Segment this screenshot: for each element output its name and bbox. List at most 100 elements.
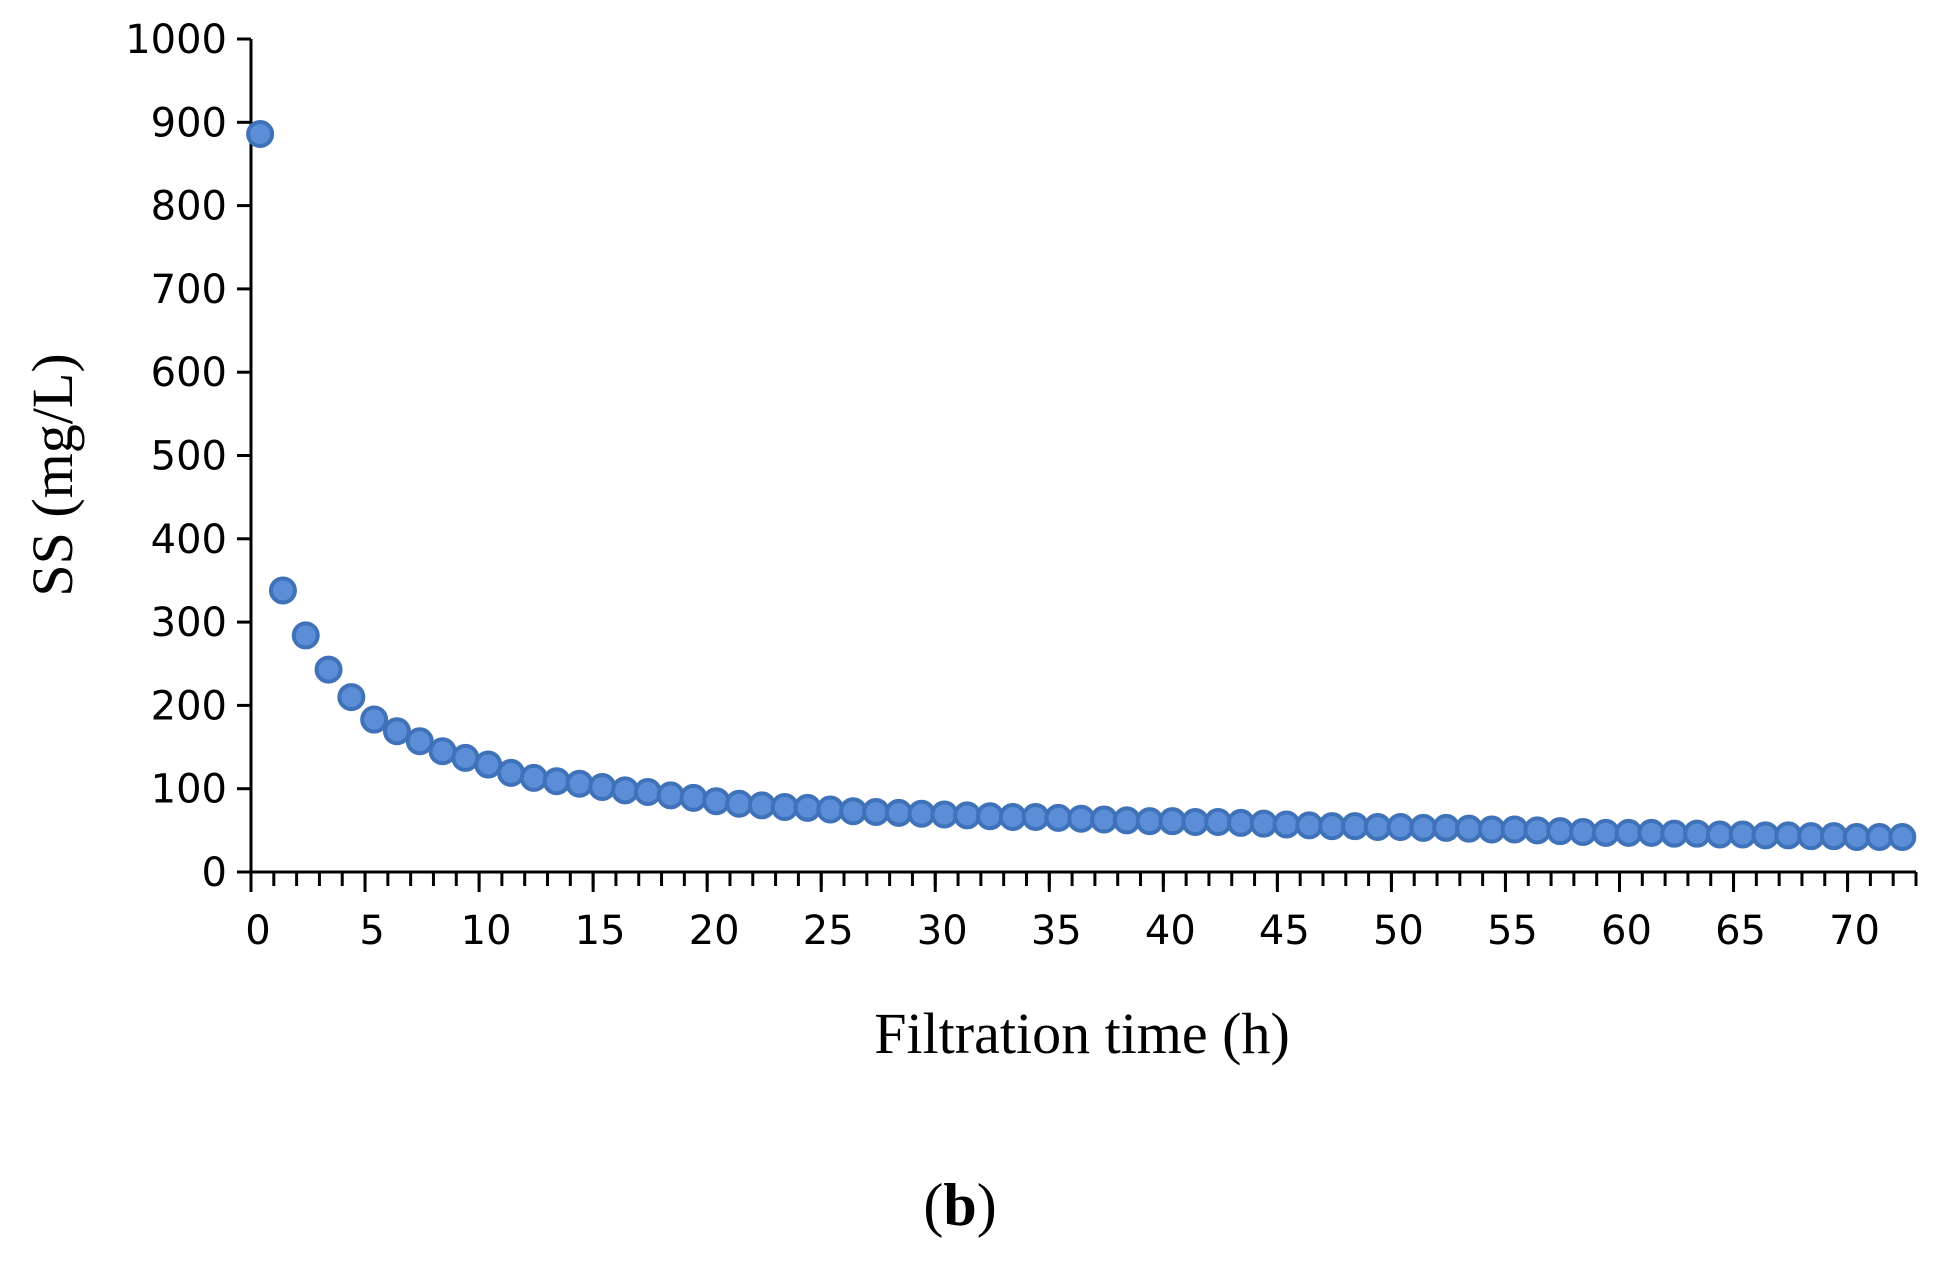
- y-tick-label: 0: [202, 850, 227, 896]
- data-point: [497, 758, 526, 787]
- data-point: [1546, 817, 1575, 846]
- data-point: [725, 789, 754, 818]
- data-point: [1432, 813, 1461, 842]
- data-point: [1409, 813, 1438, 842]
- data-point: [337, 683, 366, 712]
- y-tick-label: 800: [151, 184, 227, 230]
- data-point: [702, 787, 731, 816]
- data-point: [907, 799, 936, 828]
- data-point: [405, 727, 434, 756]
- data-point: [679, 783, 708, 812]
- data-point: [1614, 818, 1643, 847]
- data-point: [1454, 814, 1483, 843]
- data-point: [1181, 808, 1210, 837]
- data-point: [1386, 813, 1415, 842]
- panel-label-letter: b: [943, 1172, 976, 1238]
- data-point: [1204, 808, 1233, 837]
- x-tick-label: 40: [1145, 908, 1196, 954]
- data-points: [246, 119, 1917, 852]
- x-tick-label: 55: [1487, 908, 1538, 954]
- data-point: [1158, 807, 1187, 836]
- data-point: [1044, 803, 1073, 832]
- data-point: [565, 769, 594, 798]
- data-point: [1477, 815, 1506, 844]
- data-point: [246, 119, 275, 148]
- data-point: [588, 773, 617, 802]
- data-point: [656, 781, 685, 810]
- data-point: [975, 802, 1004, 831]
- data-point: [451, 743, 480, 772]
- data-point: [1226, 808, 1255, 837]
- data-point: [428, 737, 457, 766]
- data-point: [1523, 816, 1552, 845]
- data-point: [998, 803, 1027, 832]
- data-point: [1728, 820, 1757, 849]
- data-point: [747, 791, 776, 820]
- data-point: [839, 797, 868, 826]
- data-point: [1067, 804, 1096, 833]
- data-point: [360, 705, 389, 734]
- data-point: [953, 801, 982, 830]
- data-point: [291, 621, 320, 650]
- data-point: [1272, 810, 1301, 839]
- data-point: [1340, 812, 1369, 841]
- x-tick-label: 20: [689, 908, 740, 954]
- data-point: [1888, 823, 1917, 852]
- x-tick-label: 15: [575, 908, 626, 954]
- y-tick-label: 900: [151, 100, 227, 146]
- data-point: [1637, 818, 1666, 847]
- data-point: [1090, 805, 1119, 834]
- panel-label: (b): [923, 1172, 996, 1238]
- y-tick-label: 200: [151, 683, 227, 729]
- data-point: [1819, 822, 1848, 851]
- data-point: [382, 717, 411, 746]
- data-point: [1705, 820, 1734, 849]
- data-point: [1318, 812, 1347, 841]
- data-point: [1295, 811, 1324, 840]
- data-point: [1135, 807, 1164, 836]
- data-point: [1842, 823, 1871, 852]
- x-tick-label: 35: [1031, 908, 1082, 954]
- data-point: [1591, 818, 1620, 847]
- y-tick-label: 600: [151, 350, 227, 396]
- data-point: [633, 778, 662, 807]
- data-point: [861, 798, 890, 827]
- data-point: [1112, 806, 1141, 835]
- data-point: [793, 793, 822, 822]
- y-tick-label: 400: [151, 517, 227, 563]
- data-point: [1249, 809, 1278, 838]
- y-tick-label: 500: [151, 434, 227, 480]
- data-point: [1683, 819, 1712, 848]
- data-point: [1660, 819, 1689, 848]
- y-axis: 0 100 200 300 400 500 600 700 800 900 1000: [125, 17, 253, 896]
- x-tick-label: 30: [917, 908, 968, 954]
- data-point: [770, 793, 799, 822]
- x-tick-label: 5: [359, 908, 384, 954]
- panel-label-close: ): [977, 1172, 997, 1238]
- y-tick-label: 300: [151, 600, 227, 646]
- data-point: [1865, 823, 1894, 852]
- data-point: [1774, 821, 1803, 850]
- x-axis: 0 5 10 15 20 25 30 35 40 45 50 55 60 65 70: [245, 870, 1918, 954]
- data-point: [1751, 821, 1780, 850]
- y-axis-title: SS (mg/L): [20, 353, 85, 596]
- data-point: [1363, 813, 1392, 842]
- x-tick-label: 0: [245, 908, 270, 954]
- x-axis-title: Filtration time (h): [874, 1001, 1290, 1066]
- data-point: [268, 576, 297, 605]
- data-point: [816, 795, 845, 824]
- y-tick-label: 1000: [125, 17, 227, 63]
- x-tick-label: 10: [461, 908, 512, 954]
- x-tick-label: 25: [803, 908, 854, 954]
- panel-label-open: (: [923, 1172, 943, 1238]
- data-point: [1569, 818, 1597, 847]
- data-point: [1797, 822, 1826, 851]
- data-point: [1500, 815, 1529, 844]
- x-tick-label: 50: [1373, 908, 1424, 954]
- data-point: [930, 800, 959, 829]
- x-tick-label: 70: [1829, 908, 1880, 954]
- data-point: [474, 750, 503, 779]
- x-tick-label: 60: [1601, 908, 1652, 954]
- data-point: [1021, 803, 1050, 832]
